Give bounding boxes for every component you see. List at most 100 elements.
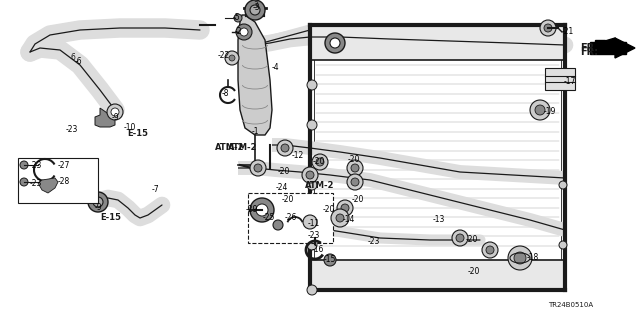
Text: FR.: FR. <box>580 43 598 53</box>
Text: -23: -23 <box>66 125 78 134</box>
Circle shape <box>303 215 317 229</box>
Bar <box>310 25 565 290</box>
Text: -23: -23 <box>308 230 321 239</box>
Bar <box>310 25 565 60</box>
Circle shape <box>281 144 289 152</box>
Circle shape <box>256 204 268 216</box>
Text: -14: -14 <box>343 215 355 225</box>
Circle shape <box>482 242 498 258</box>
Circle shape <box>452 230 468 246</box>
Bar <box>314 29 561 286</box>
Text: -20: -20 <box>348 156 360 164</box>
Circle shape <box>20 178 28 186</box>
Circle shape <box>93 197 103 207</box>
Bar <box>248 193 333 243</box>
Circle shape <box>250 5 260 15</box>
Circle shape <box>307 240 317 250</box>
Circle shape <box>107 104 123 120</box>
Circle shape <box>456 234 464 242</box>
Text: -6: -6 <box>75 58 83 67</box>
Circle shape <box>341 204 349 212</box>
Text: -23: -23 <box>368 237 380 246</box>
Circle shape <box>508 246 532 270</box>
Circle shape <box>273 220 283 230</box>
Bar <box>545 68 575 90</box>
Text: -20: -20 <box>466 236 478 244</box>
Circle shape <box>302 167 318 183</box>
Text: -16: -16 <box>312 245 324 254</box>
Text: -13: -13 <box>433 215 445 225</box>
Circle shape <box>486 246 494 254</box>
Text: -19: -19 <box>544 108 556 116</box>
Circle shape <box>540 20 556 36</box>
Polygon shape <box>590 42 626 54</box>
Text: -28: -28 <box>58 178 70 187</box>
Text: -20: -20 <box>282 196 294 204</box>
Text: -18: -18 <box>527 253 540 262</box>
Text: -25: -25 <box>263 213 275 222</box>
Text: ATM-2: ATM-2 <box>305 180 335 189</box>
Circle shape <box>88 192 108 212</box>
Text: -20: -20 <box>323 205 335 214</box>
Circle shape <box>514 252 526 264</box>
Circle shape <box>250 198 274 222</box>
Text: -15: -15 <box>324 255 337 265</box>
Bar <box>18 158 98 203</box>
Text: -23: -23 <box>30 179 42 188</box>
Text: -4: -4 <box>272 63 280 73</box>
Circle shape <box>250 160 266 176</box>
Text: -20: -20 <box>278 167 291 177</box>
Text: -22: -22 <box>218 51 230 60</box>
Text: ATM-2: ATM-2 <box>228 143 257 153</box>
Circle shape <box>351 164 359 172</box>
Polygon shape <box>595 38 625 48</box>
Circle shape <box>336 214 344 222</box>
Text: -26: -26 <box>285 213 298 222</box>
Bar <box>310 260 565 290</box>
Polygon shape <box>38 178 58 193</box>
Circle shape <box>111 108 119 116</box>
Circle shape <box>330 38 340 48</box>
Text: -17: -17 <box>564 77 577 86</box>
Text: -9: -9 <box>95 203 102 212</box>
Circle shape <box>331 209 349 227</box>
Text: -11: -11 <box>308 219 320 228</box>
Circle shape <box>245 0 265 20</box>
Circle shape <box>229 55 235 61</box>
Text: E-15: E-15 <box>127 129 148 138</box>
Circle shape <box>337 200 353 216</box>
Text: -3: -3 <box>253 4 260 12</box>
Polygon shape <box>590 40 620 52</box>
Circle shape <box>312 154 328 170</box>
Text: -23: -23 <box>30 161 42 170</box>
Text: E-15: E-15 <box>100 213 121 222</box>
Circle shape <box>240 28 248 36</box>
Circle shape <box>307 180 317 190</box>
Text: -10: -10 <box>124 123 136 132</box>
Circle shape <box>535 105 545 115</box>
Text: -21: -21 <box>562 28 574 36</box>
Circle shape <box>559 81 567 89</box>
Circle shape <box>347 160 363 176</box>
Text: ATM-2: ATM-2 <box>215 143 244 153</box>
Text: -12: -12 <box>292 150 304 159</box>
Circle shape <box>254 164 262 172</box>
Text: 6: 6 <box>70 53 75 62</box>
Circle shape <box>351 178 359 186</box>
Circle shape <box>559 181 567 189</box>
Text: -24: -24 <box>276 183 289 193</box>
Text: -2: -2 <box>235 28 243 36</box>
Circle shape <box>277 140 293 156</box>
Text: -1: -1 <box>252 127 259 137</box>
Text: -8: -8 <box>222 89 230 98</box>
Text: -5: -5 <box>233 13 241 22</box>
Polygon shape <box>238 15 272 135</box>
Circle shape <box>307 80 317 90</box>
Text: 3: 3 <box>253 2 258 11</box>
Polygon shape <box>95 108 115 127</box>
Text: FR.: FR. <box>580 47 598 57</box>
Circle shape <box>544 24 552 32</box>
Circle shape <box>306 171 314 179</box>
Polygon shape <box>615 38 635 58</box>
Text: -29: -29 <box>246 205 259 214</box>
